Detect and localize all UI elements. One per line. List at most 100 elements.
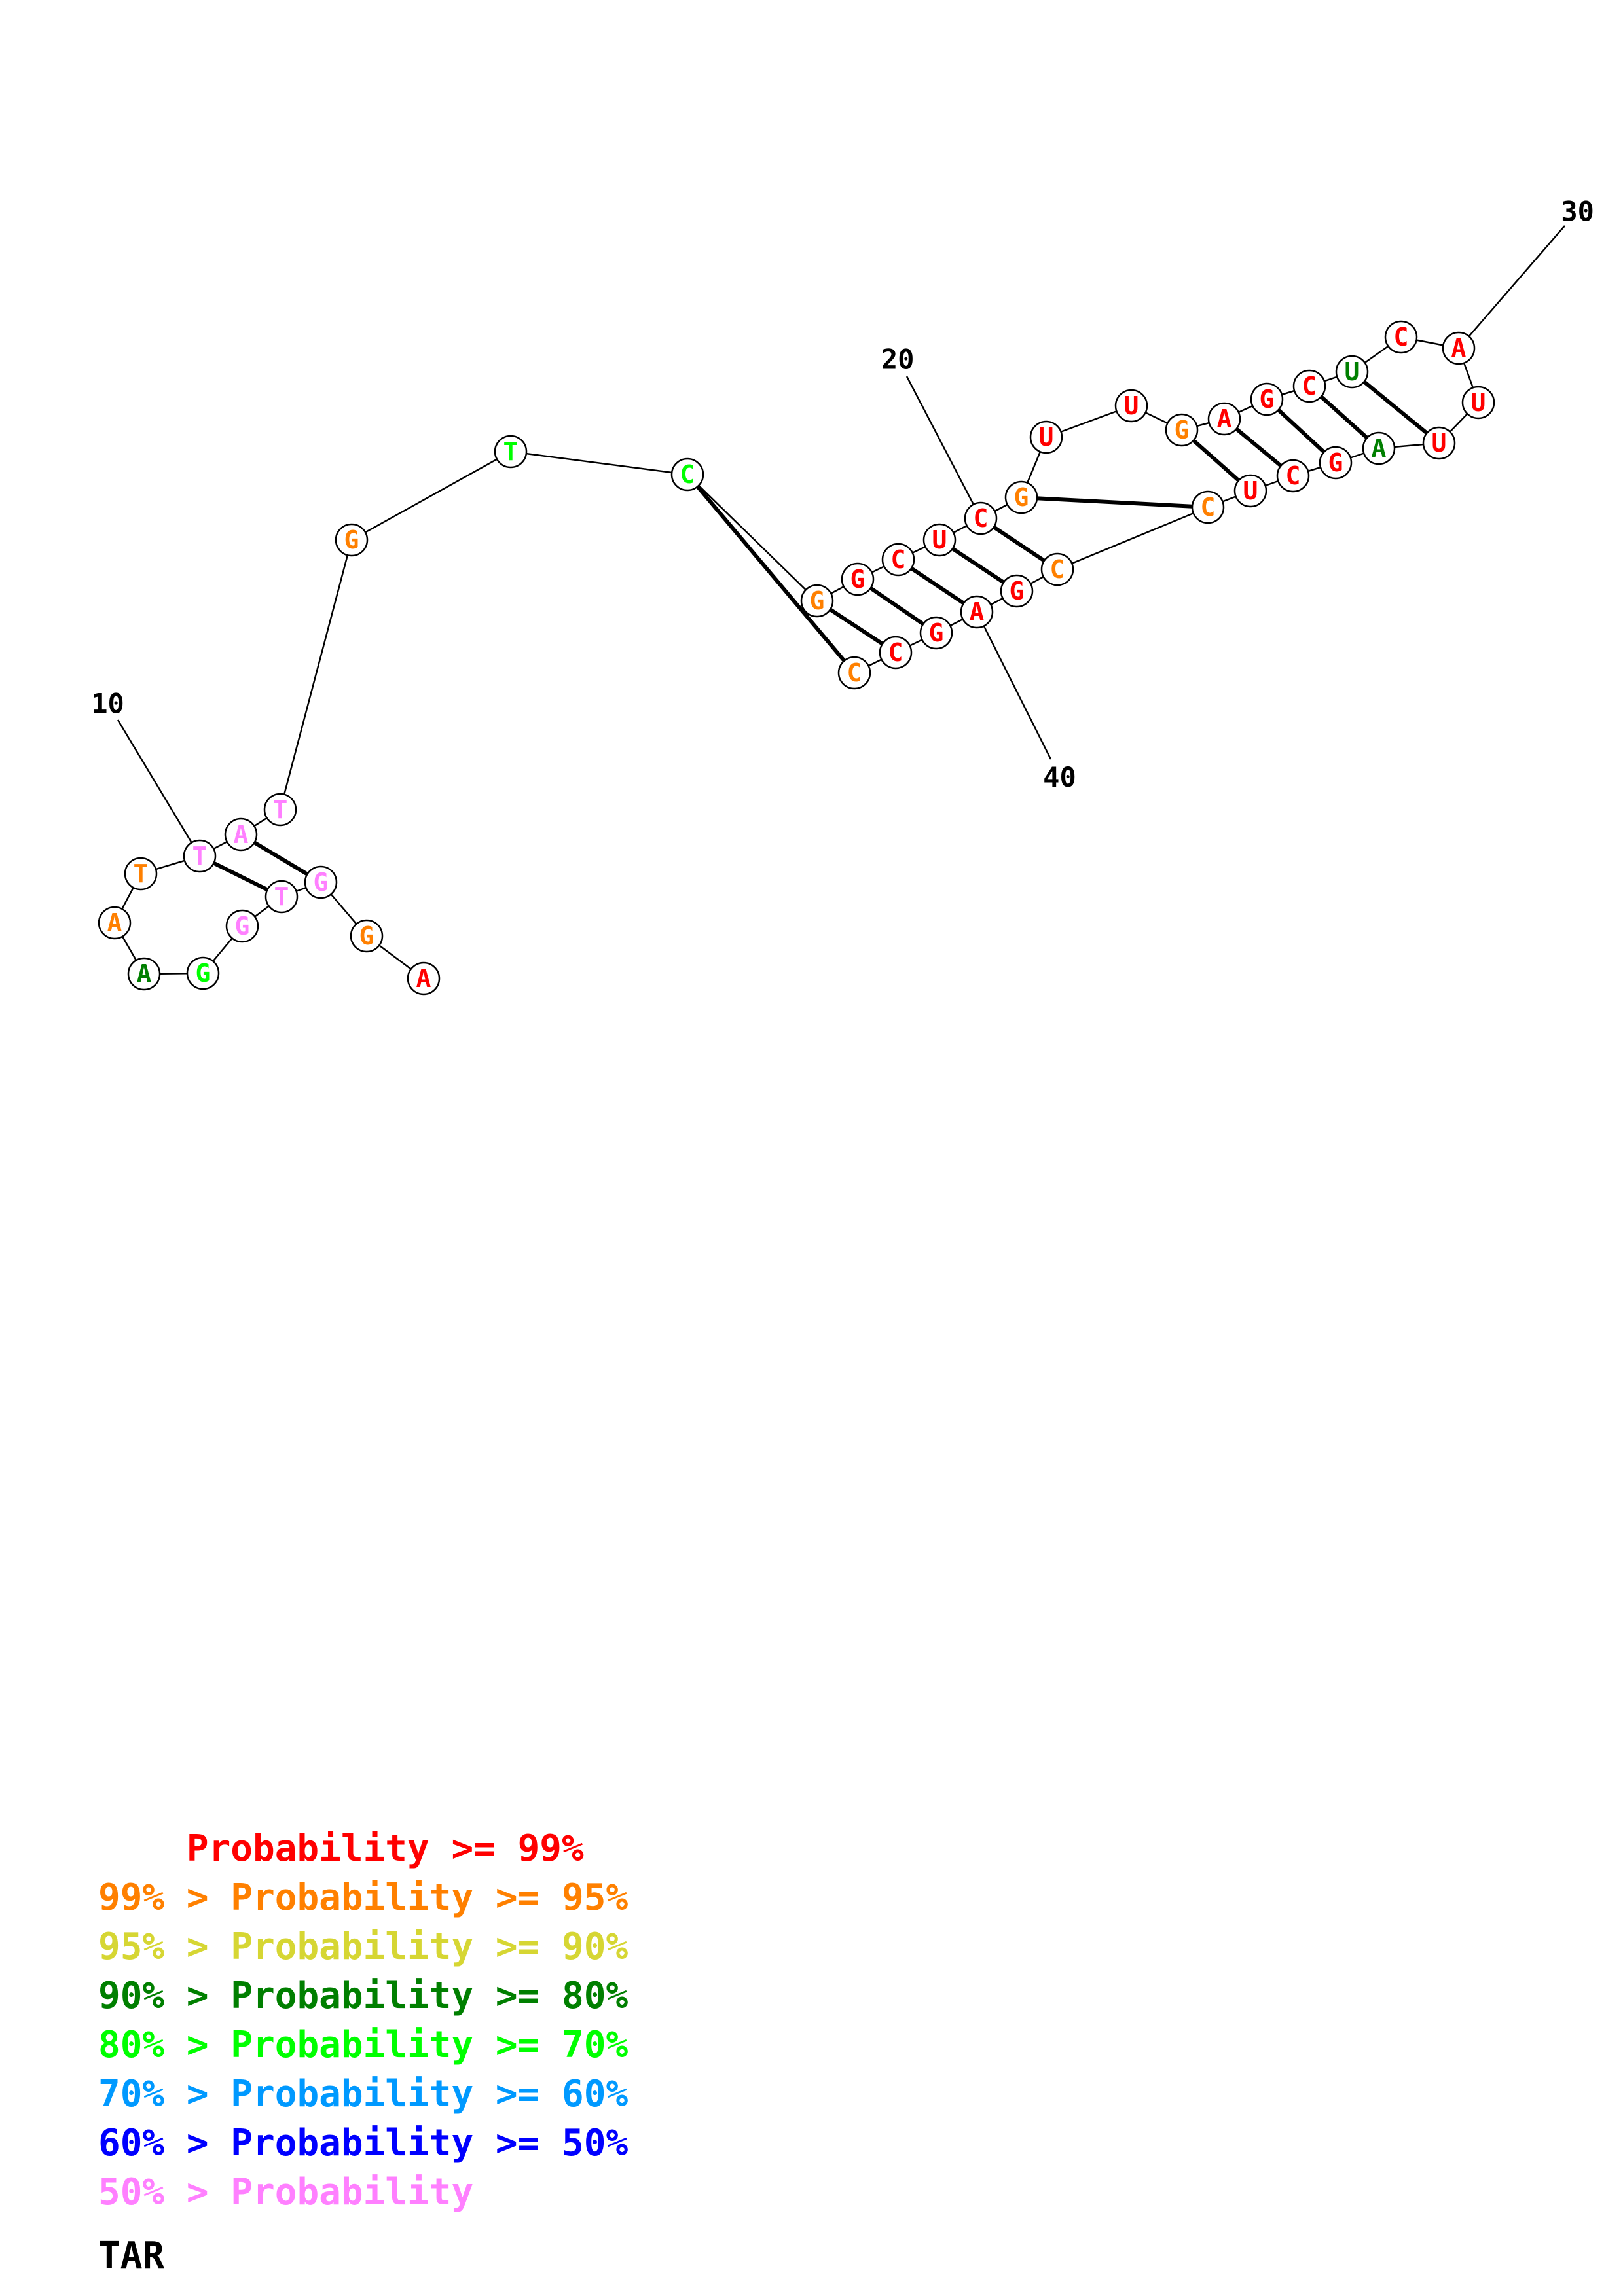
nucleotide-circle [1029,420,1063,454]
nucleotide-letter: G [314,868,329,897]
nucleotide-circle [335,523,369,557]
nucleotide-circle [1335,355,1369,389]
position-label-tick [976,611,1052,760]
backbone-segment [351,450,511,541]
nucleotide-letter: U [1124,391,1139,420]
position-label-tick [117,719,201,857]
legend-prefix: 60% > [98,2122,231,2164]
legend-row-p50: 60% > Probability >= 50% [98,2121,753,2166]
nucleotide-letter: T [503,437,519,466]
nucleotide-circle [670,457,704,492]
base-pair-bond [685,473,856,674]
legend-prefix: 80% > [98,2024,231,2066]
legend-text: Probability >= 50% [230,2122,629,2164]
base-pair-bond [1351,370,1440,445]
position-label: 10 [91,687,124,719]
legend-row-p99: Probability >= 99% [98,1826,753,1872]
position-label-tick [905,376,982,519]
backbone-segment [1057,506,1209,571]
nucleotide-circle [1422,426,1456,460]
nucleotide-circle [127,957,161,991]
nucleotide-circle [964,501,998,535]
legend-prefix [98,1827,187,1870]
base-pair-bond [1021,495,1209,509]
nucleotide-letter: C [1286,461,1301,490]
legend-text: Probability >= 99% [186,1827,584,1870]
nucleotide-letter: A [970,598,985,626]
nucleotide-circle [1114,389,1148,423]
nucleotide-circle [1362,431,1396,465]
nucleotide-letter: A [234,820,249,849]
legend-text: Probability >= 90% [230,1926,629,1968]
legend-row-low: 50% > Probability [98,2170,753,2215]
nucleotide-letter: A [1372,434,1387,463]
nucleotide-letter: T [273,795,288,824]
legend-text: Probability >= 95% [230,1876,629,1919]
nucleotide-circle [1292,369,1326,403]
nucleotide-letter: U [932,526,947,554]
nucleotide-letter: A [1451,334,1467,363]
legend-row-p95: 99% > Probability >= 95% [98,1875,753,1921]
nucleotide-letter: C [847,658,862,687]
position-label: 40 [1043,761,1076,793]
legend-row-p80: 90% > Probability >= 80% [98,1973,753,2019]
nucleotide-circle [800,584,834,618]
nucleotide-circle [304,865,338,899]
backbone-segment [510,450,688,476]
nucleotide-letter: G [344,526,359,554]
legend-prefix: 95% > [98,1926,231,1968]
nucleotide-circle [264,880,299,914]
nucleotide-letter: C [1050,555,1065,584]
nucleotide-circle [837,656,871,690]
nucleotide-letter: C [680,460,695,489]
base-pair-layer [198,370,1440,899]
nucleotide-circle [98,906,132,940]
nucleotide-circle [1207,402,1241,436]
backbone-segment [279,539,353,810]
nucleotide-letter: U [1432,429,1447,457]
nucleotide-letter: G [235,912,250,941]
nucleotide-letter: T [134,859,149,888]
nucleotide-letter: C [1394,323,1409,351]
nucleotide-letter: U [1039,423,1054,452]
nucleotide-circle [1000,574,1034,608]
nucleotide-circle [1276,459,1310,493]
legend-text: Probability [230,2171,474,2214]
nucleotide-letter: U [1345,357,1360,386]
nucleotide-letter: C [1201,493,1216,522]
nucleotide-circle [1461,386,1495,420]
nucleotide-letter: G [359,922,374,950]
nucleotide-letter: A [137,960,152,988]
nucleotide-circle [124,857,158,891]
nucleotide-letter: C [891,545,906,574]
nucleotide-circle [1040,552,1074,586]
nucleotide-letter: T [274,882,289,911]
nucleotide-circle [960,595,994,629]
nucleotide-letter: U [1243,476,1258,505]
nucleotide-circle [407,961,441,996]
nucleotide-letter: C [974,504,989,533]
nucleotide-circle [1384,320,1418,354]
nucleotide-circle [1191,490,1225,524]
nucleotide-letter: C [888,638,903,667]
nucleotide-circle [1233,474,1267,508]
nucleotide-letter: A [1217,404,1232,433]
nucleotide-letter: G [929,619,944,647]
nucleotide-circle [922,523,957,557]
nucleotide-circle [183,839,217,873]
nucleotide-circle [919,616,953,650]
nucleotide-letter: G [196,959,211,988]
legend-text: Probability >= 70% [230,2024,629,2066]
sequence-name: TAR [98,2234,165,2277]
nucleotide-letter: A [416,964,431,993]
nucleotide-letter: T [192,842,208,870]
nucleotide-circle [1442,331,1476,365]
nucleotide-letter: C [1302,372,1317,401]
legend-prefix: 50% > [98,2171,231,2214]
nucleotide-letter: G [1010,577,1025,605]
position-label: 20 [881,343,915,375]
nucleotide-circle [1250,382,1284,416]
legend-prefix: 99% > [98,1876,231,1919]
